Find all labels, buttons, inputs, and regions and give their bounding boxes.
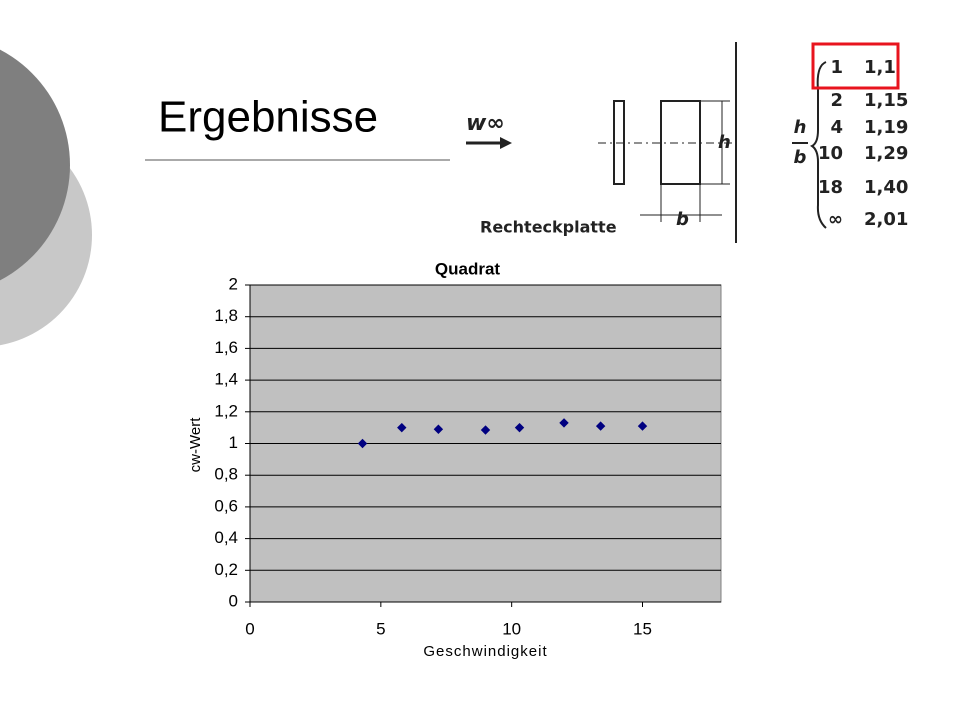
y-tick-label: 0 [229,591,238,610]
y-tick-label: 0,6 [214,496,238,515]
arrow-head [500,137,512,149]
chart-title: Quadrat [435,259,501,278]
figure-caption: Rechteckplatte [480,218,617,237]
cw-value: 1,1 [864,57,896,78]
point [397,422,407,433]
ratio-value: 18 [818,177,843,198]
x-tick-label: 15 [633,619,652,638]
x-tick-label: 5 [376,619,385,638]
ratio-value: 2 [830,90,843,111]
point [637,421,648,431]
ratio-denominator: b [794,147,807,168]
cw-value: 1,19 [864,117,908,138]
x-axis-label: Geschwindigkeit [423,643,547,660]
point [559,418,569,428]
chart: Quadrat 0 0,2 0,4 0,6 0,8 1 1,2 1,4 1,6 1,8 2 0 5 10 15… [187,259,722,660]
ratio-value: 10 [818,143,843,164]
cw-value: 1,29 [864,143,908,164]
y-tick-label: 1,8 [214,306,238,325]
y-tick-label: 1 [229,433,238,452]
brace [810,61,827,229]
decor-circle [0,49,70,281]
ratio-numerator: h [794,117,807,138]
cw-value: 1,15 [864,90,908,111]
slide-title: Ergebnisse [158,93,378,142]
point [433,424,444,434]
figure: w∞ h b Rechteckplatte h b 1 1,1 2 1,15 4 1,19… [466,42,908,243]
point [357,438,368,449]
ratio-value: ∞ [828,209,843,230]
x-tick-label: 10 [502,619,521,638]
flow-label: w∞ [466,111,505,136]
y-tick-label: 1,6 [214,338,238,357]
y-tick-label: 1,4 [214,370,238,389]
cw-value: 1,40 [864,177,908,198]
ratio-value: 1 [830,57,843,78]
y-tick-label: 1,2 [214,401,238,420]
point [595,421,606,431]
dimension-label: b [676,209,689,230]
y-axis-label: cw-Wert [187,417,204,473]
ratio-value: 4 [830,117,843,138]
point [514,422,525,433]
highlight-box [811,42,900,90]
plate-front [660,100,701,185]
y-tick-label: 0,2 [214,560,238,579]
point [480,425,491,435]
y-tick-label: 0,8 [214,465,238,484]
cw-value: 2,01 [864,209,908,230]
y-tick-label: 0,4 [214,528,238,547]
dimension-label: h [718,132,731,153]
x-tick-label: 0 [245,619,254,638]
y-tick-label: 2 [229,274,238,293]
